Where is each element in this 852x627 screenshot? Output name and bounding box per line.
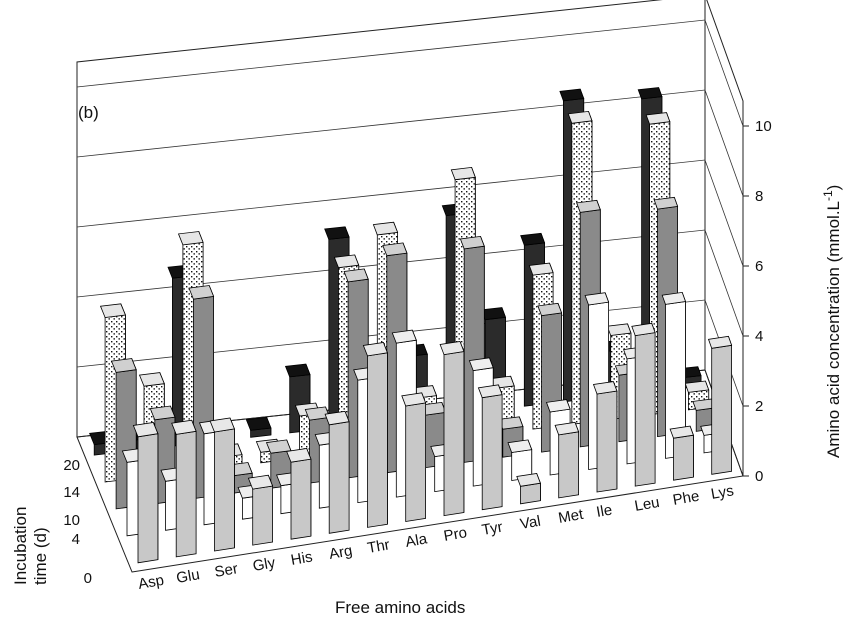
category-label-val: Val <box>519 513 542 533</box>
bar-lys-day-0 <box>707 335 733 475</box>
gridline <box>76 89 744 197</box>
y-tick-label: 4 <box>755 328 763 345</box>
category-label-glu: Glu <box>175 566 201 587</box>
bar-asp-day-0 <box>132 422 159 564</box>
category-label-leu: Leu <box>633 494 661 515</box>
category-label-gly: Gly <box>251 554 277 575</box>
category-label-his: His <box>290 548 314 569</box>
bar-phe-day-4 <box>661 291 687 459</box>
bar-glu-day-0 <box>171 419 197 558</box>
floor <box>76 369 744 573</box>
z-axis-title-line1: Incubation <box>11 507 30 585</box>
bar-ser-day-0 <box>209 417 235 552</box>
bar-val-day-0 <box>516 473 541 505</box>
z-tick-label: 0 <box>84 570 92 587</box>
bar-his-day-0 <box>286 448 312 540</box>
category-label-ser: Ser <box>213 560 239 581</box>
category-label-ile: Ile <box>595 501 614 520</box>
category-label-thr: Thr <box>366 536 391 557</box>
z-tick-label: 20 <box>63 457 80 474</box>
y-tick-label: 10 <box>755 118 772 135</box>
y-tick-label: 6 <box>755 258 763 275</box>
gridline <box>76 229 744 337</box>
x-axis-title: Free amino acids <box>335 598 465 617</box>
category-label-ala: Ala <box>404 530 429 551</box>
bar-arg-day-0 <box>324 410 350 534</box>
gridline <box>76 159 744 267</box>
panel-label: (b) <box>78 103 99 122</box>
z-axis-title-line2: time (d) <box>31 527 50 585</box>
bar-phe-day-0 <box>669 425 694 481</box>
bar-val-day-4 <box>507 439 533 481</box>
y-axis-title: Amino acid concentration (mmol.L-1) <box>821 185 843 458</box>
bar-pro-day-0 <box>439 341 465 517</box>
category-label-arg: Arg <box>328 542 354 563</box>
axis-labels: 0 2 4 6 8 10 Asp Glu Ser Gly His Arg Thr Ala Pro Tyr Val… <box>63 118 771 593</box>
bar-ile-day-0 <box>592 381 618 493</box>
bar-thr-day-0 <box>362 342 388 528</box>
bar-marks <box>89 87 733 564</box>
y-axis-title-main: Amino acid concentration (mmol.L <box>824 201 843 458</box>
category-label-phe: Phe <box>671 488 700 509</box>
z-tick-label: 10 <box>63 512 80 529</box>
category-label-met: Met <box>557 506 585 527</box>
category-label-tyr: Tyr <box>481 519 504 539</box>
y-tick-label: 8 <box>755 188 763 205</box>
category-label-asp: Asp <box>137 572 165 593</box>
y-axis-title-unit-exponent: -1 <box>821 190 835 201</box>
category-label-pro: Pro <box>442 524 468 545</box>
category-label-lys: Lys <box>710 482 735 503</box>
z-tick-label: 14 <box>63 484 80 501</box>
bar-his-day-20 <box>245 416 272 438</box>
y-axis-title-close: ) <box>824 185 843 191</box>
gridline <box>76 19 744 127</box>
bar-leu-day-0 <box>631 322 656 487</box>
y-tick-label: 0 <box>755 468 763 485</box>
gridlines <box>76 19 744 407</box>
z-tick-label: 4 <box>72 531 80 548</box>
y-tick-label: 2 <box>755 398 763 415</box>
bar-ala-day-0 <box>401 392 427 522</box>
bar-gly-day-0 <box>247 474 274 546</box>
bar-met-day-0 <box>554 421 580 499</box>
bar-tyr-day-0 <box>477 384 503 511</box>
